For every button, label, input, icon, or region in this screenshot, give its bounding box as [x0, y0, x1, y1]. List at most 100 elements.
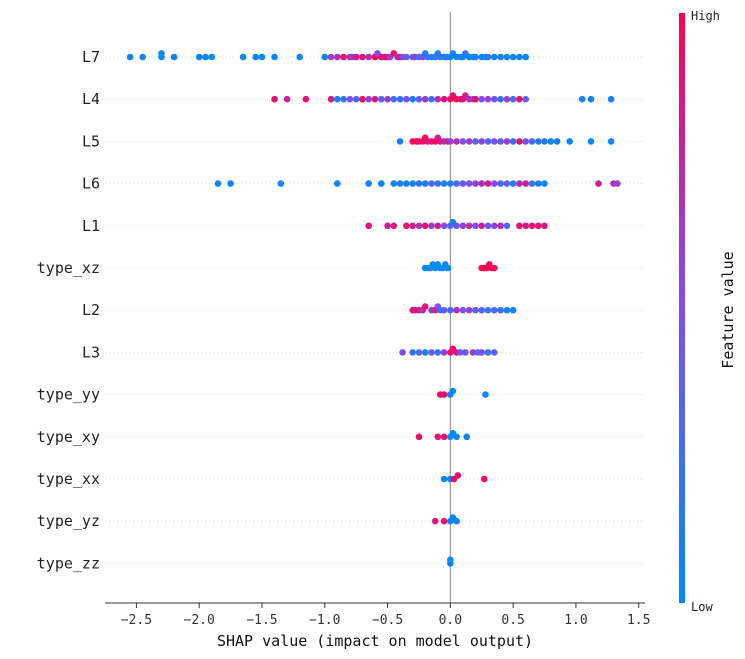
data-point	[447, 556, 454, 564]
data-point	[447, 138, 454, 145]
x-tick-label: −1.5	[246, 613, 277, 628]
data-point	[465, 138, 473, 145]
feature-label: L3	[82, 343, 100, 361]
data-point	[547, 138, 555, 145]
data-point	[481, 475, 488, 483]
x-tick-label: 1.5	[627, 613, 650, 628]
data-point	[403, 53, 410, 61]
data-point	[252, 53, 259, 61]
data-point	[528, 138, 536, 145]
data-point	[472, 306, 479, 314]
data-point	[352, 53, 360, 61]
data-point	[421, 95, 429, 103]
data-point	[415, 95, 423, 103]
data-point	[497, 138, 504, 145]
data-point	[522, 180, 529, 187]
data-point	[421, 349, 429, 356]
feature-label: type_xz	[37, 259, 100, 277]
feature-label: L4	[82, 90, 100, 108]
data-point	[587, 138, 595, 145]
data-point	[434, 349, 442, 356]
data-point	[440, 391, 448, 398]
data-point	[296, 53, 304, 61]
data-point	[516, 222, 523, 230]
feature-label: L5	[82, 132, 100, 150]
data-point	[484, 95, 492, 103]
feature-label: L7	[82, 48, 100, 66]
data-point	[522, 53, 529, 61]
data-point	[453, 306, 460, 314]
data-point	[509, 53, 517, 61]
data-point	[440, 306, 448, 314]
data-point	[321, 53, 329, 61]
feature-label: type_yz	[37, 512, 100, 530]
data-point	[478, 180, 486, 187]
x-tick-label: −2.5	[121, 613, 152, 628]
data-point	[158, 50, 165, 57]
data-point	[390, 222, 398, 230]
data-point	[434, 180, 442, 187]
data-point	[587, 95, 595, 103]
data-point	[415, 222, 423, 230]
data-point	[403, 222, 410, 230]
data-point	[365, 95, 373, 103]
data-point	[459, 138, 467, 145]
data-point	[428, 222, 435, 230]
feature-label: L2	[82, 301, 100, 319]
data-point	[432, 517, 439, 525]
data-point	[396, 138, 404, 145]
data-point	[535, 138, 542, 145]
data-point	[503, 95, 511, 103]
feature-labels: L7 L4 L5 L6 L1 type_xz L2 L3 type_yy type_xy type_…	[37, 48, 100, 572]
data-point	[491, 306, 498, 314]
data-point	[459, 306, 467, 314]
data-point	[541, 222, 548, 230]
data-point	[399, 349, 406, 356]
data-point	[258, 53, 266, 61]
feature-label: type_xy	[37, 428, 100, 446]
feature-label: L6	[82, 175, 100, 193]
data-point	[415, 349, 423, 356]
feature-label: type_xx	[37, 470, 100, 488]
data-point	[334, 95, 341, 103]
data-point	[334, 180, 341, 187]
data-point	[462, 349, 469, 356]
data-point	[440, 433, 448, 441]
data-point	[535, 180, 542, 187]
beeswarm-points	[126, 50, 621, 567]
feature-label: type_zz	[37, 554, 100, 572]
data-point	[553, 138, 561, 145]
data-point	[595, 180, 602, 187]
x-tick-label: 1.0	[564, 613, 587, 628]
data-point	[491, 222, 498, 230]
data-point	[334, 53, 341, 61]
data-point	[327, 95, 335, 103]
data-point	[541, 180, 548, 187]
x-tick-label: 0.5	[501, 613, 524, 628]
data-point	[522, 95, 529, 103]
data-point	[528, 222, 536, 230]
data-point	[497, 180, 504, 187]
data-point	[396, 95, 404, 103]
data-point	[528, 180, 536, 187]
data-point	[459, 222, 467, 230]
data-point	[478, 349, 486, 356]
data-point	[607, 95, 615, 103]
data-point	[208, 53, 215, 61]
data-point	[421, 303, 429, 310]
data-point	[491, 349, 498, 356]
data-point	[365, 53, 373, 61]
data-point	[415, 433, 423, 441]
data-point	[384, 95, 391, 103]
data-point	[396, 180, 404, 187]
data-point	[428, 349, 435, 356]
data-point	[509, 306, 517, 314]
data-point	[440, 222, 448, 230]
data-point	[283, 95, 291, 103]
data-point	[478, 306, 486, 314]
data-point	[403, 95, 410, 103]
data-point	[509, 138, 517, 145]
data-point	[503, 306, 511, 314]
data-point	[271, 53, 278, 61]
